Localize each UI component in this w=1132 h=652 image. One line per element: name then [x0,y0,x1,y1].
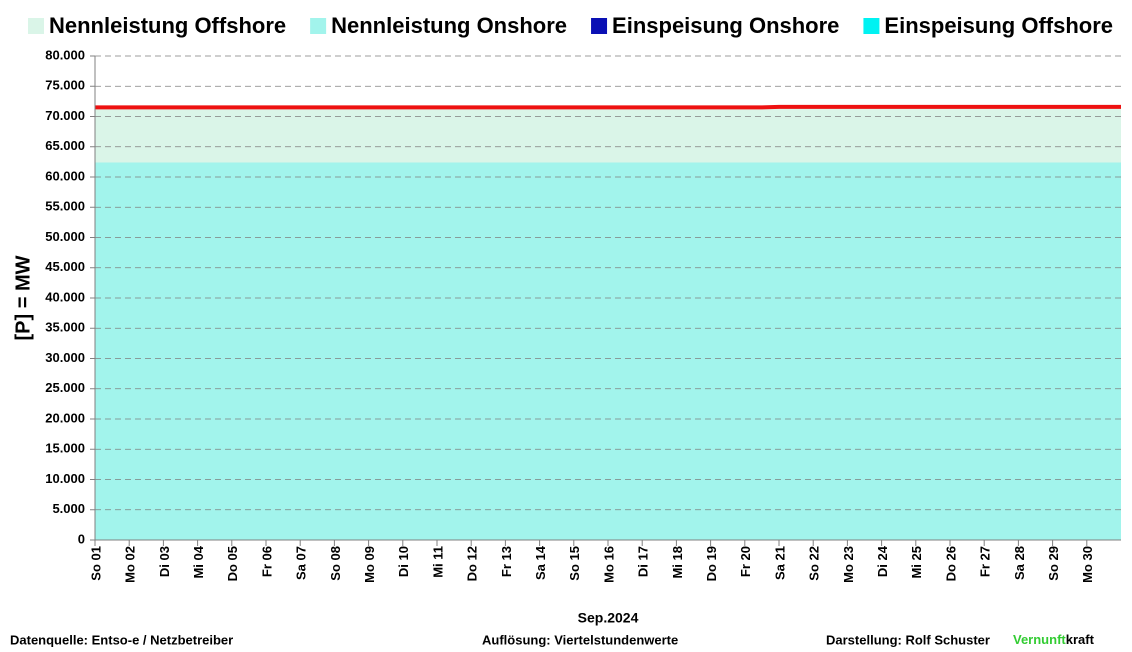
y-tick-label: 15.000 [45,441,85,456]
x-tick-label: Mo 09 [362,546,377,583]
x-tick-label: Sa 07 [294,546,309,580]
x-tick-label: Mo 16 [601,546,616,583]
footer-resolution: Auflösung: Viertelstundenwerte [482,632,678,647]
y-tick-label: 55.000 [45,199,85,214]
x-tick-label: Fr 06 [259,546,274,577]
x-tick-label: Di 24 [875,545,890,577]
capacity-edge [95,104,1121,110]
brand-part: Vernunft [1013,632,1066,647]
x-tick-label: Do 12 [465,546,480,581]
legend-label: Nennleistung Offshore [49,13,286,38]
x-tick-label: Sa 28 [1012,546,1027,580]
footer-brand: Vernunftkraft [1013,632,1095,647]
x-tick-label: Sa 21 [772,546,787,580]
x-tick-label: Mo 02 [123,546,138,583]
x-tick-label: So 29 [1046,546,1061,581]
y-tick-label: 75.000 [45,78,85,93]
x-tick-label: Fr 13 [499,546,514,577]
x-tick-label: So 22 [807,546,822,581]
x-tick-label: Do 26 [943,546,958,581]
x-axis-title: Sep.2024 [578,610,639,626]
y-tick-label: 5.000 [52,501,85,516]
y-tick-label: 50.000 [45,229,85,244]
area [95,106,1121,163]
x-tick-label: Fr 20 [738,546,753,577]
y-tick-label: 30.000 [45,350,85,365]
x-tick-label: Di 10 [396,546,411,577]
x-tick-label: Di 03 [157,546,172,577]
y-tick-label: 0 [78,531,85,546]
x-tick-label: Mi 04 [191,545,206,578]
y-tick-label: 60.000 [45,168,85,183]
legend-swatch [591,18,608,34]
legend-label: Einspeisung Onshore [612,13,839,38]
x-tick-label: Mo 30 [1080,546,1095,583]
y-tick-label: 65.000 [45,138,85,153]
y-tick-label: 70.000 [45,108,85,123]
x-tick-label: So 15 [567,546,582,581]
x-tick-label: Do 05 [225,546,240,581]
x-tick-label: Di 17 [636,546,651,577]
y-tick-label: 80.000 [45,47,85,62]
legend-label: Nennleistung Onshore [331,13,567,38]
x-tick-label: Mo 23 [841,546,856,583]
legend-swatch [863,18,880,34]
y-tick-label: 10.000 [45,471,85,486]
footer-author: Darstellung: Rolf Schuster [826,632,990,647]
x-tick-label: Mi 25 [909,546,924,579]
legend-swatch [310,18,327,34]
footer-source: Datenquelle: Entso-e / Netzbetreiber [10,632,233,647]
x-tick-label: Sa 14 [533,545,548,580]
plot-area [95,104,1121,541]
x-tick-label: Mi 11 [430,546,445,578]
y-axis-title: [P] = MW [12,255,34,340]
x-tick-label: Mi 18 [670,546,685,579]
y-tick-label: 35.000 [45,320,85,335]
area [95,162,1121,541]
y-tick-label: 45.000 [45,259,85,274]
y-tick-label: 20.000 [45,410,85,425]
legend-label: Einspeisung Offshore [884,13,1113,38]
legend-swatch [28,18,44,34]
brand-part: kraft [1066,632,1095,647]
x-tick-label: Do 19 [704,546,719,581]
y-tick-label: 25.000 [45,380,85,395]
x-tick-label: So 08 [328,546,343,581]
y-tick-label: 40.000 [45,289,85,304]
x-tick-label: Fr 27 [978,546,993,577]
x-tick-label: So 01 [88,546,103,581]
